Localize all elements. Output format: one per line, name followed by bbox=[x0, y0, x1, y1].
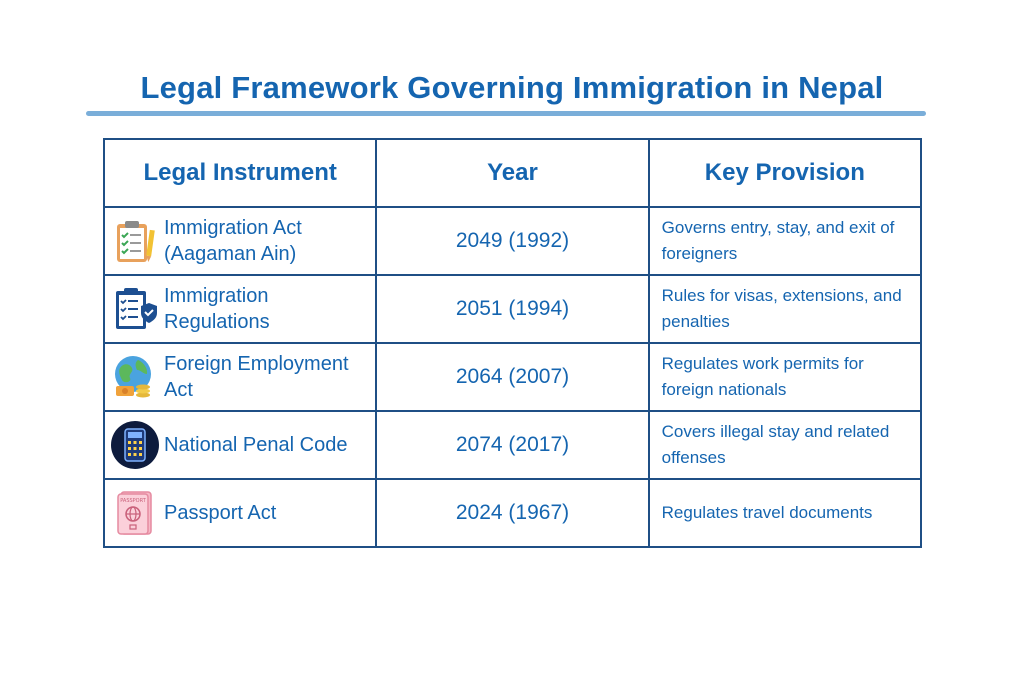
table-row: Immigration Regulations 2051 (1994) Rule… bbox=[102, 274, 923, 344]
instrument-label: Foreign Employment Act bbox=[164, 353, 349, 401]
year-cell: 2024 (1967) bbox=[375, 478, 650, 548]
instrument-cell: Immigration Regulations bbox=[102, 274, 378, 344]
instrument-label: Immigration Regulations bbox=[164, 285, 270, 333]
svg-text:PASSPORT: PASSPORT bbox=[120, 498, 147, 504]
instrument-cell: PASSPORT Passport Act bbox=[102, 478, 378, 548]
instrument-cell: Immigration Act (Aagaman Ain) bbox=[102, 206, 378, 276]
year-cell: 2074 (2017) bbox=[375, 410, 650, 480]
page-title: Legal Framework Governing Immigration in… bbox=[140, 70, 884, 105]
header-key-provision: Key Provision bbox=[647, 138, 923, 208]
provision-cell: Governs entry, stay, and exit of foreign… bbox=[647, 206, 923, 276]
calculator-icon bbox=[111, 421, 159, 469]
passport-icon: PASSPORT bbox=[117, 491, 152, 535]
header-year: Year bbox=[375, 138, 650, 208]
year-cell: 2049 (1992) bbox=[375, 206, 650, 276]
table-row: PASSPORT Passport Act 2024 (1967) Regula… bbox=[102, 478, 923, 548]
instrument-label: Passport Act bbox=[164, 502, 277, 524]
year-cell: 2064 (2007) bbox=[375, 342, 650, 412]
table-row: Immigration Act (Aagaman Ain) 2049 (1992… bbox=[102, 206, 923, 276]
table-header-row: Legal Instrument Year Key Provision bbox=[102, 138, 923, 208]
globe-money-icon bbox=[115, 356, 151, 398]
title-underline bbox=[86, 111, 926, 116]
shield-document-icon bbox=[116, 288, 157, 329]
legal-framework-table: Legal Instrument Year Key Provision bbox=[102, 138, 923, 548]
header-legal-instrument: Legal Instrument bbox=[102, 138, 378, 208]
provision-cell: Rules for visas, extensions, and penalti… bbox=[647, 274, 923, 344]
instrument-label: Immigration Act (Aagaman Ain) bbox=[164, 217, 302, 265]
provision-cell: Regulates travel documents bbox=[647, 478, 923, 548]
instrument-label: National Penal Code bbox=[164, 434, 348, 456]
table-row: Foreign Employment Act 2064 (2007) Regul… bbox=[102, 342, 923, 412]
instrument-cell: Foreign Employment Act bbox=[102, 342, 378, 412]
provision-cell: Covers illegal stay and related offenses bbox=[647, 410, 923, 480]
clipboard-checklist-icon bbox=[117, 221, 155, 262]
table-row: National Penal Code 2074 (2017) Covers i… bbox=[102, 410, 923, 480]
instrument-cell: National Penal Code bbox=[102, 410, 378, 480]
provision-cell: Regulates work permits for foreign natio… bbox=[647, 342, 923, 412]
year-cell: 2051 (1994) bbox=[375, 274, 650, 344]
